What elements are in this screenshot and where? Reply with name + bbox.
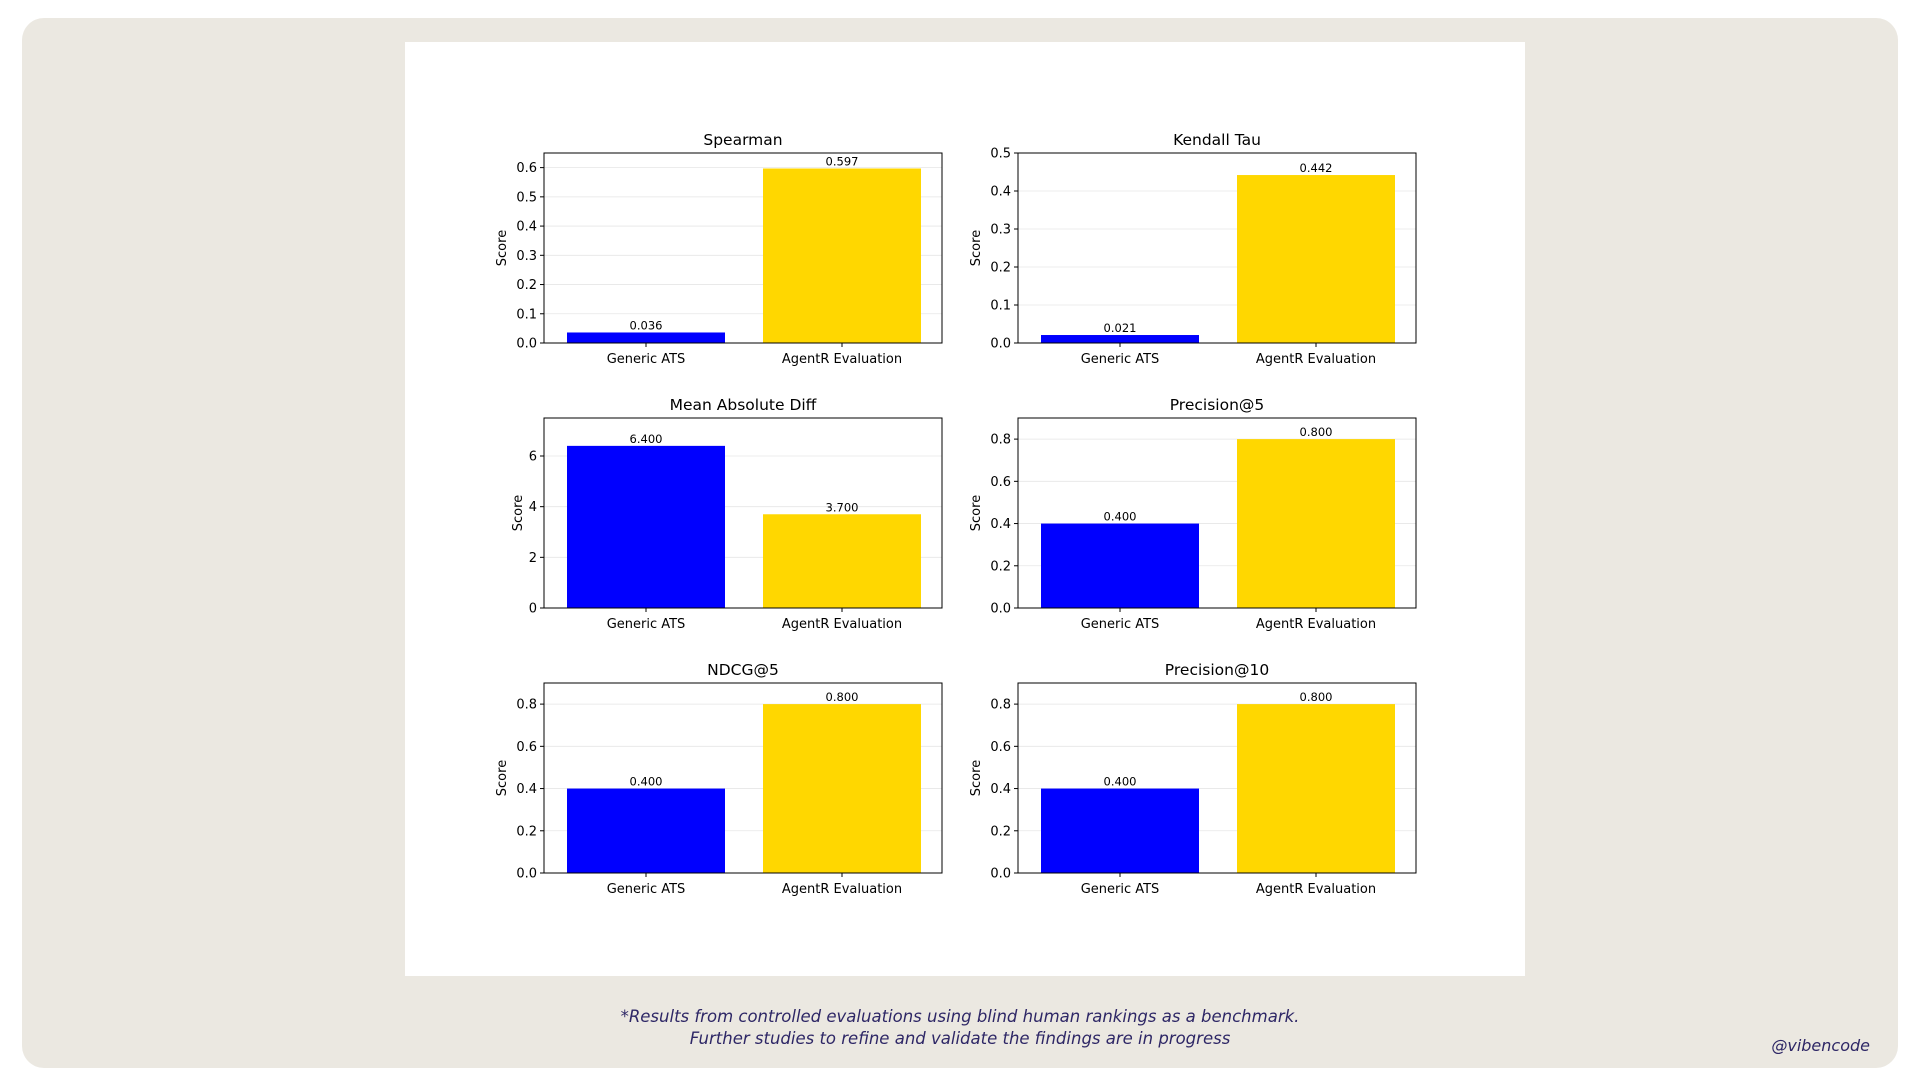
bar-value-label: 3.700 [826,500,859,514]
y-tick-label: 0.4 [990,185,1011,200]
y-tick-label: 0.4 [516,782,537,797]
x-tick-label: AgentR Evaluation [782,882,902,897]
footnote-line-2: Further studies to refine and validate t… [689,1029,1231,1048]
bar-value-label: 0.800 [1300,690,1333,704]
bar-value-label: 0.400 [1104,510,1137,524]
x-tick-label: Generic ATS [607,882,686,897]
y-tick-label: 0.4 [516,220,537,235]
x-tick-label: AgentR Evaluation [1256,882,1376,897]
bar-generic-ats [1041,788,1199,873]
axes-frame [543,682,943,874]
y-axis-label: Score [969,495,984,531]
y-tick-label: 0.5 [516,190,537,205]
y-tick-label: 0.0 [990,337,1011,352]
bar-generic-ats [567,788,725,873]
y-axis-label: Score [969,760,984,796]
bar-value-label: 0.597 [826,154,859,168]
chart-title: Precision@10 [1165,661,1269,679]
chart-title: NDCG@5 [707,661,779,679]
bar-value-label: 0.036 [630,318,663,332]
metrics-bar-charts: 0.036 0.597 0.0 0.1 0.2 0.3 0.4 0.5 0.6 Generic A… [495,131,1417,897]
chart-1: 0.036 0.597 0.0 0.1 0.2 0.3 0.4 0.5 0.6 Generic A… [495,131,943,367]
y-tick-label: 0.3 [516,249,537,264]
bar-value-label: 0.400 [630,775,663,789]
bar-generic-ats [567,332,725,343]
x-tick-label: Generic ATS [607,617,686,632]
y-tick-label: 2 [529,551,537,566]
axes-frame [1017,682,1417,874]
x-tick-label: AgentR Evaluation [1256,352,1376,367]
axes-frame [543,417,943,609]
x-tick-label: AgentR Evaluation [782,352,902,367]
bar-value-label: 0.021 [1104,321,1137,335]
chart-3: 6.400 3.700 0 2 4 6 Generic ATS AgentR Evaluati… [511,396,943,632]
bar-generic-ats [1041,335,1199,343]
y-tick-label: 0.5 [990,147,1011,162]
y-tick-label: 0.0 [516,867,537,882]
x-tick-label: Generic ATS [1081,882,1160,897]
y-axis-label: Score [495,760,510,796]
y-tick-label: 0.0 [990,867,1011,882]
x-tick-label: AgentR Evaluation [782,617,902,632]
y-tick-label: 0.4 [990,517,1011,532]
chart-6: 0.400 0.800 0.0 0.2 0.4 0.6 0.8 Generic ATS Agen… [969,661,1417,897]
bar-generic-ats [1041,523,1199,608]
bar-value-label: 0.442 [1300,161,1333,175]
x-tick-label: AgentR Evaluation [1256,617,1376,632]
chart-2: 0.021 0.442 0.0 0.1 0.2 0.3 0.4 0.5 Generic ATS A… [969,131,1417,367]
chart-title: Precision@5 [1170,396,1265,414]
y-tick-label: 0.1 [516,307,537,322]
y-tick-label: 0.6 [990,475,1011,490]
slide-background: 0.036 0.597 0.0 0.1 0.2 0.3 0.4 0.5 0.6 Generic A… [22,18,1898,1068]
y-tick-label: 0.2 [516,824,537,839]
bar-agentr-evaluation [1237,704,1395,873]
bar-value-label: 0.400 [1104,775,1137,789]
x-tick-label: Generic ATS [1081,617,1160,632]
bar-value-label: 0.800 [1300,425,1333,439]
y-tick-label: 0.8 [516,698,537,713]
x-tick-label: Generic ATS [607,352,686,367]
y-tick-label: 0.0 [990,602,1011,617]
author-handle: @vibencode [1771,1036,1870,1055]
y-tick-label: 0.6 [516,161,537,176]
axes-frame [543,152,943,344]
y-axis-label: Score [495,230,510,266]
bar-value-label: 6.400 [630,432,663,446]
y-tick-label: 0.3 [990,223,1011,238]
chart-title: Kendall Tau [1173,131,1261,149]
y-tick-label: 0.2 [990,261,1011,276]
chart-title: Spearman [703,131,782,149]
y-tick-label: 0.2 [516,278,537,293]
chart-5: 0.400 0.800 0.0 0.2 0.4 0.6 0.8 Generic ATS Agen… [495,661,943,897]
y-tick-label: 0.1 [990,299,1011,314]
y-tick-label: 0.8 [990,698,1011,713]
y-tick-label: 4 [529,500,537,515]
y-tick-label: 0.2 [990,824,1011,839]
bar-agentr-evaluation [1237,175,1395,343]
bar-agentr-evaluation [1237,439,1395,608]
y-tick-label: 0.6 [516,740,537,755]
y-tick-label: 0.8 [990,433,1011,448]
bar-generic-ats [567,445,725,608]
y-tick-label: 6 [529,450,537,465]
y-tick-label: 0.2 [990,559,1011,574]
bar-value-label: 0.800 [826,690,859,704]
x-tick-label: Generic ATS [1081,352,1160,367]
charts-panel: 0.036 0.597 0.0 0.1 0.2 0.3 0.4 0.5 0.6 Generic A… [405,42,1525,976]
footnote-line-1: *Results from controlled evaluations usi… [620,1007,1300,1026]
chart-title: Mean Absolute Diff [670,396,817,414]
y-axis-label: Score [969,230,984,266]
y-tick-label: 0.4 [990,782,1011,797]
y-tick-label: 0 [529,602,537,617]
y-axis-label: Score [511,495,526,531]
bar-agentr-evaluation [763,168,921,343]
axes-frame [1017,417,1417,609]
y-tick-label: 0.0 [516,337,537,352]
bar-agentr-evaluation [763,704,921,873]
bar-agentr-evaluation [763,514,921,608]
chart-4: 0.400 0.800 0.0 0.2 0.4 0.6 0.8 Generic ATS Agen… [969,396,1417,632]
y-tick-label: 0.6 [990,740,1011,755]
axes-frame [1017,152,1417,344]
footnote: *Results from controlled evaluations usi… [22,1006,1898,1050]
